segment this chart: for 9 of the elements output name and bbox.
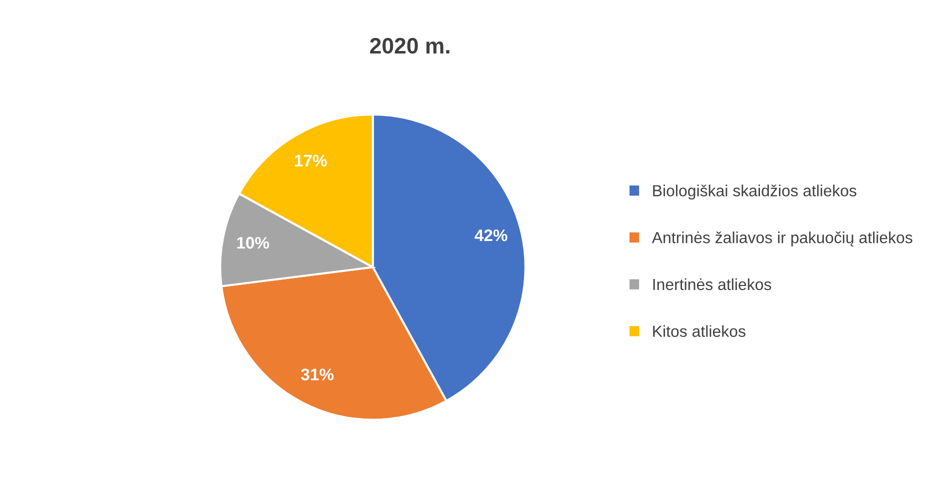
legend-label: Antrinės žaliavos ir pakuočių atliekos [652, 231, 912, 246]
data-label: 42% [474, 229, 508, 242]
legend-label: Inertinės atliekos [653, 278, 772, 290]
chart-title: 2020 m. [370, 38, 450, 54]
data-label: 31% [301, 368, 334, 380]
data-label: 10% [237, 236, 270, 249]
legend-label: Kitos atliekos [653, 325, 746, 337]
legend-label: Biologiškai skaidžios atliekos [653, 184, 856, 200]
data-label: 17% [295, 154, 327, 166]
